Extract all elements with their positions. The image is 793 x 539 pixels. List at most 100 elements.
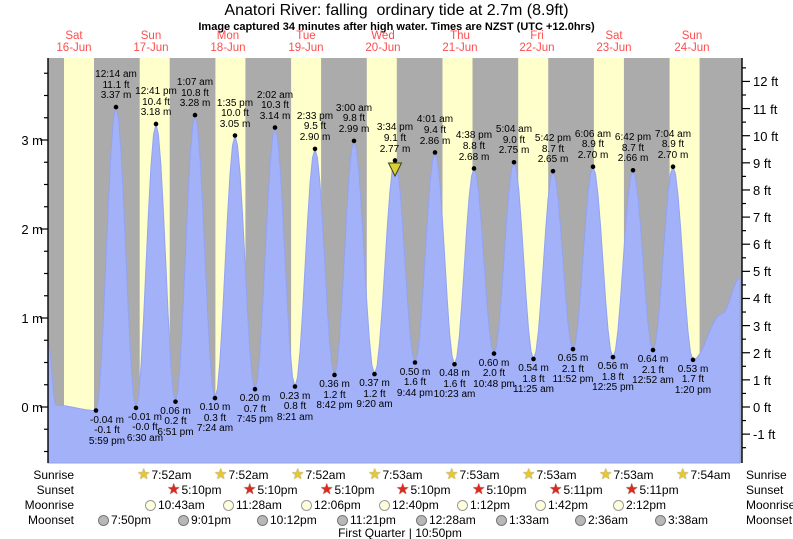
tide-extreme-dot	[491, 351, 497, 356]
tide-extreme-dot	[153, 121, 159, 127]
left-axis-label: 1 m	[21, 311, 43, 326]
day-label: Thu 21-Jun	[442, 30, 478, 54]
sunset-entry: ★ 5:10pm	[396, 482, 450, 497]
tide-extreme-dot	[630, 167, 636, 173]
low-tide-label: 0.53 m 1.7 ft 1:20 pm	[674, 363, 712, 397]
left-axis-label: 0 m	[21, 400, 43, 415]
tide-extreme-dot	[412, 360, 418, 365]
almanac-time: 7:53am	[382, 468, 423, 482]
moonset-circle	[178, 514, 189, 526]
tide-extreme-dot	[113, 104, 119, 110]
sunrise-star: ★	[599, 466, 613, 483]
sunrise-entry: ★ 7:53am	[522, 466, 576, 483]
tide-extreme-dot	[292, 384, 298, 389]
tide-extreme-dot	[133, 405, 139, 411]
daylight-band	[64, 58, 94, 463]
sunrise-star: ★	[214, 466, 228, 483]
tide-extreme-dot	[312, 146, 318, 152]
moonset-circle	[416, 514, 427, 526]
sunrise-star: ★	[676, 466, 690, 483]
sunset-entry: ★ 5:11pm	[549, 482, 603, 497]
tide-extreme-dot	[332, 372, 337, 378]
almanac-time: 7:52am	[151, 468, 192, 482]
day-label: Mon 18-Jun	[210, 30, 246, 54]
high-tide-label: 5:42 pm 8.7 ft 2.65 m	[534, 133, 572, 166]
almanac-time: 5:10pm	[181, 483, 222, 497]
moonset-circle	[655, 514, 666, 526]
low-tide-label: -0.01 m -0.0 ft 6:30 am	[126, 411, 164, 445]
sunrise-entry: ★ 7:52am	[137, 467, 192, 482]
moonset-entry: 12:28am	[416, 513, 476, 527]
tide-area-curve	[47, 106, 741, 464]
moonset-circle	[337, 514, 348, 526]
moonset-circle	[257, 514, 268, 526]
right-axis-label: 9 ft	[753, 155, 772, 171]
tide-extreme-dot	[272, 125, 278, 130]
moonrise-circle	[223, 499, 234, 511]
tide-extreme-dot	[192, 112, 198, 118]
almanac-time: 1:12pm	[470, 498, 511, 512]
high-tide-label: 1:35 pm 10.0 ft 3.05 m	[216, 97, 254, 130]
moonrise-circle	[535, 499, 546, 511]
tide-extreme-dot	[372, 371, 377, 377]
almanac-time: 7:52am	[228, 468, 269, 482]
almanac-time: 5:10pm	[334, 483, 375, 497]
tide-extreme-dot	[232, 133, 238, 138]
moonset-entry: 9:01pm	[178, 513, 231, 527]
low-tide-label: 0.64 m 2.1 ft 12:52 am	[632, 354, 674, 387]
high-tide-label: 2:02 am 10.3 ft 3.14 m	[256, 89, 294, 122]
high-tide-label: 5:04 am 9.0 ft 2.75 m	[495, 124, 533, 157]
right-axis-label: -1 ft	[753, 427, 776, 443]
almanac-time: 7:53am	[613, 468, 654, 482]
sunrise-entry: ★ 7:53am	[368, 467, 423, 482]
low-tide-label: 0.60 m 2.0 ft 10:48 pm	[473, 357, 515, 390]
sunset-entry: ★ 5:10pm	[472, 481, 526, 498]
moonrise-circle	[145, 499, 156, 511]
moonrise-circle	[457, 499, 468, 511]
tide-extreme-dot	[690, 357, 696, 363]
almanac-time: 5:11pm	[639, 483, 679, 497]
sunset-star: ★	[472, 481, 486, 498]
moonrise-entry: 1:12pm	[457, 498, 510, 512]
almanac-row-label-left-sunset: Sunset	[36, 483, 74, 497]
moonset-entry: 7:50pm	[98, 513, 151, 527]
almanac-time: 12:06pm	[314, 498, 361, 512]
sunset-entry: ★ 5:10pm	[320, 482, 375, 497]
high-tide-label: 2:33 pm 9.5 ft 2.90 m	[296, 110, 334, 144]
moonrise-entry: 11:28am	[223, 498, 282, 512]
almanac-time: 12:40pm	[392, 498, 439, 512]
moonrise-circle	[613, 499, 624, 511]
low-tide-label: -0.04 m -0.1 ft 5:59 pm	[88, 414, 126, 447]
almanac-time: 7:53am	[459, 468, 500, 482]
tide-extreme-dot	[590, 164, 596, 169]
tide-extreme-dot	[471, 166, 477, 171]
sunset-entry: ★ 5:10pm	[167, 482, 222, 497]
chart-subtitle: Image captured 34 minutes after high wat…	[198, 21, 595, 33]
almanac-row-label-right-sunset: Sunset	[746, 483, 784, 497]
almanac-row-label-left-moonrise: Moonrise	[24, 498, 74, 512]
right-axis-label: 7 ft	[753, 210, 772, 226]
right-axis-label: 6 ft	[753, 237, 772, 253]
sunrise-entry: ★ 7:53am	[445, 467, 500, 482]
almanac-time: 1:42pm	[548, 498, 589, 512]
almanac-time: 10:43am	[158, 498, 205, 512]
sunrise-star: ★	[522, 466, 536, 483]
day-label: Sun 24-Jun	[674, 30, 710, 54]
sunrise-entry: ★ 7:52am	[291, 467, 346, 482]
right-axis-label: 10 ft	[753, 128, 779, 144]
high-tide-label: 6:06 am 8.9 ft 2.70 m	[574, 128, 612, 161]
almanac-time: 10:12pm	[270, 513, 317, 527]
low-tide-label: 0.56 m 1.8 ft 12:25 pm	[592, 361, 634, 394]
almanac-time: 7:52am	[305, 468, 346, 482]
high-tide-label: 6:42 pm 8.7 ft 2.66 m	[614, 132, 652, 165]
tide-extreme-dot	[212, 395, 218, 401]
low-tide-label: 0.37 m 1.2 ft 9:20 am	[356, 378, 393, 411]
day-label: Fri 22-Jun	[519, 30, 555, 54]
almanac-row-label-right-moonset: Moonset	[746, 513, 793, 527]
moonrise-circle	[379, 499, 390, 511]
day-label: Tue 19-Jun	[288, 30, 324, 54]
low-tide-label: 0.23 m 0.8 ft 8:21 am	[276, 390, 314, 423]
tide-extreme-dot	[452, 361, 457, 367]
